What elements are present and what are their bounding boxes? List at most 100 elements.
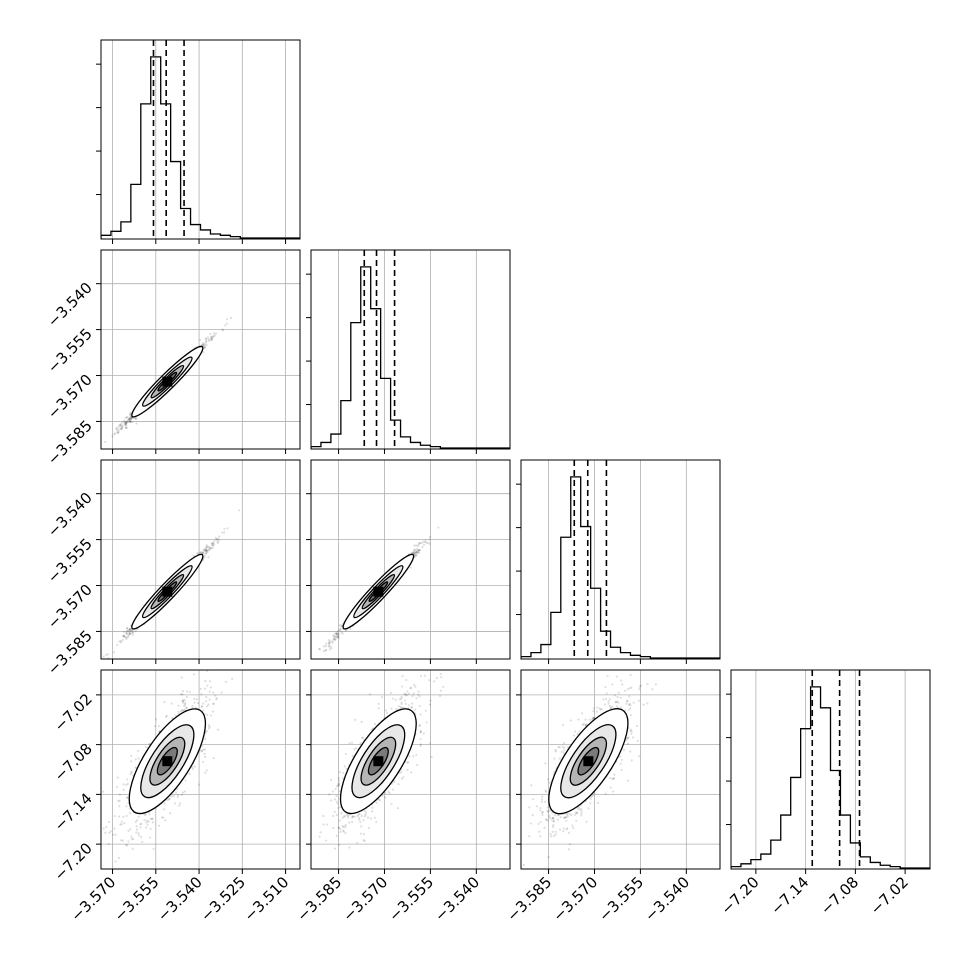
scatter-point: [131, 631, 135, 634]
scatter-point: [201, 551, 204, 554]
scatter-point: [113, 432, 117, 435]
scatter-point: [206, 704, 209, 708]
scatter-point: [184, 779, 187, 782]
scatter-point: [413, 553, 417, 556]
scatter-point: [164, 819, 167, 822]
scatter-point: [162, 816, 165, 819]
scatter-point: [199, 338, 202, 341]
scatter-point: [204, 737, 207, 740]
scatter-point: [124, 416, 127, 420]
scatter-point: [428, 535, 432, 538]
scatter-point: [149, 836, 152, 839]
scatter-point: [205, 549, 208, 553]
scatter-point: [205, 769, 209, 772]
scatter-point: [415, 548, 419, 551]
scatter-point: [132, 837, 135, 841]
scatter-point: [129, 418, 132, 421]
scatter-point: [144, 813, 147, 816]
scatter-point: [418, 548, 422, 552]
scatter-point: [210, 335, 213, 338]
scatter-point: [119, 639, 123, 643]
scatter-point: [200, 750, 203, 753]
scatter-point: [335, 632, 338, 636]
scatter-point: [125, 423, 128, 426]
scatter-point: [325, 648, 328, 652]
scatter-point: [163, 802, 166, 805]
scatter-point: [124, 422, 127, 425]
scatter-point: [337, 632, 340, 635]
scatter-point: [324, 649, 327, 652]
scatter-point: [128, 419, 131, 422]
scatter-point: [128, 417, 131, 420]
scatter-point: [428, 538, 431, 541]
scatter-point: [137, 815, 140, 818]
scatter-point: [144, 745, 148, 749]
scatter-point: [146, 823, 149, 826]
grid: [311, 460, 510, 659]
scatter-point: [203, 748, 206, 751]
scatter-point: [125, 814, 128, 817]
scatter-point: [207, 556, 210, 559]
scatter-point: [206, 551, 209, 554]
scatter-point: [129, 760, 133, 763]
scatter-point: [116, 776, 119, 779]
scatter-point: [205, 337, 208, 341]
scatter-point: [340, 625, 343, 628]
scatter-point: [193, 701, 196, 704]
scatter-point: [425, 541, 428, 545]
scatter-point: [128, 633, 131, 636]
scatter-point: [129, 773, 132, 776]
scatter-point: [217, 537, 220, 540]
scatter-point: [207, 724, 210, 727]
scatter-point: [201, 745, 204, 748]
scatter-point: [183, 790, 187, 793]
scatter-point: [205, 548, 208, 551]
scatter-point: [179, 802, 182, 805]
scatter-point: [125, 631, 128, 634]
scatter-point: [121, 425, 124, 428]
scatter-point: [113, 814, 117, 818]
scatter-point: [341, 632, 344, 635]
scatter-point: [209, 686, 213, 689]
scatter-point: [117, 428, 120, 431]
scatter-point: [102, 827, 105, 830]
scatter-point: [105, 825, 108, 829]
scatter-point: [327, 641, 330, 644]
scatter-point: [324, 644, 328, 648]
scatter-point: [207, 339, 211, 342]
scatter-panel: [310, 459, 511, 660]
scatter-point: [126, 419, 129, 422]
scatter-point: [416, 549, 420, 552]
scatter-point: [331, 641, 334, 644]
scatter-point: [185, 706, 188, 709]
scatter-point: [135, 825, 138, 828]
scatter-point: [412, 551, 415, 555]
scatter-point: [134, 820, 137, 824]
scatter-point: [336, 635, 340, 639]
scatter-point: [154, 718, 157, 721]
scatter-point: [126, 796, 129, 799]
scatter-point: [224, 324, 227, 327]
scatter-point: [122, 419, 126, 422]
scatter-point: [107, 842, 110, 846]
scatter-point: [181, 709, 184, 712]
scatter-point: [171, 717, 174, 720]
scatter-point: [417, 550, 420, 553]
scatter-point: [128, 416, 131, 420]
scatter-point: [118, 424, 121, 427]
scatter-point: [204, 771, 207, 774]
scatter-point: [130, 416, 133, 420]
scatter-point: [210, 339, 213, 342]
scatter-point: [207, 548, 211, 551]
scatter-point: [412, 549, 416, 552]
scatter-point: [119, 823, 122, 826]
scatter-point: [169, 812, 172, 815]
scatter-point: [126, 626, 129, 630]
scatter-point: [414, 551, 417, 554]
scatter-point: [168, 797, 171, 800]
scatter-point: [200, 344, 203, 347]
scatter-point: [180, 676, 183, 679]
scatter-point: [124, 426, 128, 429]
scatter-point: [208, 690, 211, 693]
scatter-point: [197, 701, 200, 705]
